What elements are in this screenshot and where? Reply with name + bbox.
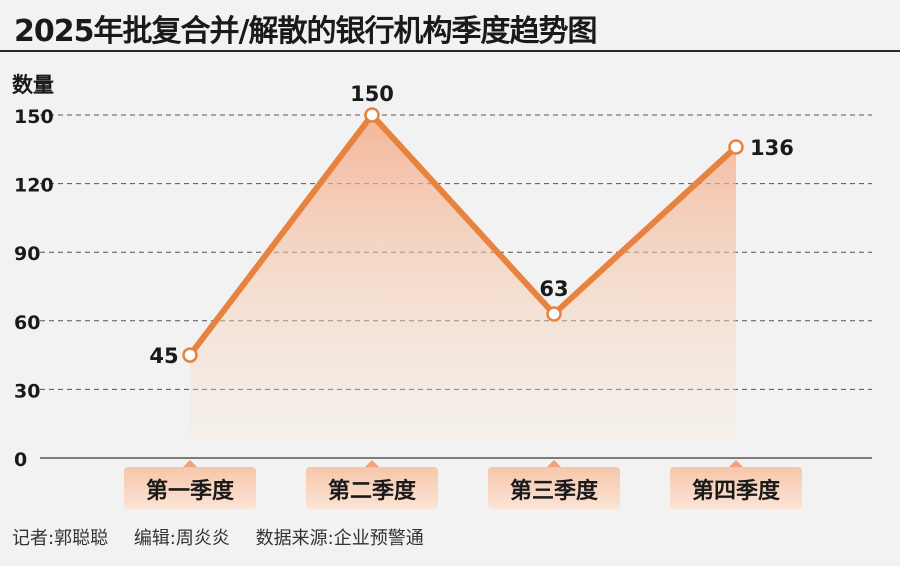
title-divider <box>0 50 900 52</box>
category-tab <box>306 467 438 509</box>
line-chart: 数量 0 30 60 90 120 150 第一季度 第二季度 第三季度 第四季度 45 150 6… <box>12 73 872 509</box>
reporter-credit: 记者:郭聪聪 <box>12 528 109 549</box>
data-point <box>364 107 380 123</box>
y-tick-label: 120 <box>14 175 54 197</box>
footer: 记者:郭聪聪 编辑:周炎炎 数据来源:企业预警通 <box>12 524 444 550</box>
category-tab <box>488 467 620 509</box>
editor-credit: 编辑:周炎炎 <box>133 528 230 549</box>
x-tick-label: 第三季度 <box>510 478 599 504</box>
x-tick-label: 第四季度 <box>692 478 781 504</box>
y-tick-label: 60 <box>14 312 40 334</box>
data-label: 136 <box>750 136 794 160</box>
category-pointer <box>365 460 379 467</box>
data-label: 45 <box>149 344 178 368</box>
y-axis-label: 数量 <box>12 73 54 97</box>
data-point <box>182 347 198 363</box>
source-credit: 数据来源:企业预警通 <box>255 528 424 549</box>
data-label: 150 <box>350 82 394 106</box>
y-tick-label: 150 <box>14 106 54 128</box>
area-fill <box>190 115 736 440</box>
y-tick-label: 90 <box>14 243 40 265</box>
x-tick-label: 第二季度 <box>328 478 417 504</box>
x-tick-label: 第一季度 <box>146 478 235 504</box>
data-label: 63 <box>539 277 568 301</box>
series-line <box>187 112 739 357</box>
data-point <box>728 139 744 155</box>
y-tick-label: 0 <box>14 449 27 471</box>
category-pointer <box>547 460 561 467</box>
y-tick-label: 30 <box>14 380 40 402</box>
category-tab <box>670 467 802 509</box>
data-point <box>546 306 562 322</box>
category-pointer <box>183 460 197 467</box>
category-tab <box>124 467 256 509</box>
category-pointer <box>729 460 743 467</box>
chart-title: 2025年批复合并/解散的银行机构季度趋势图 <box>14 14 597 49</box>
